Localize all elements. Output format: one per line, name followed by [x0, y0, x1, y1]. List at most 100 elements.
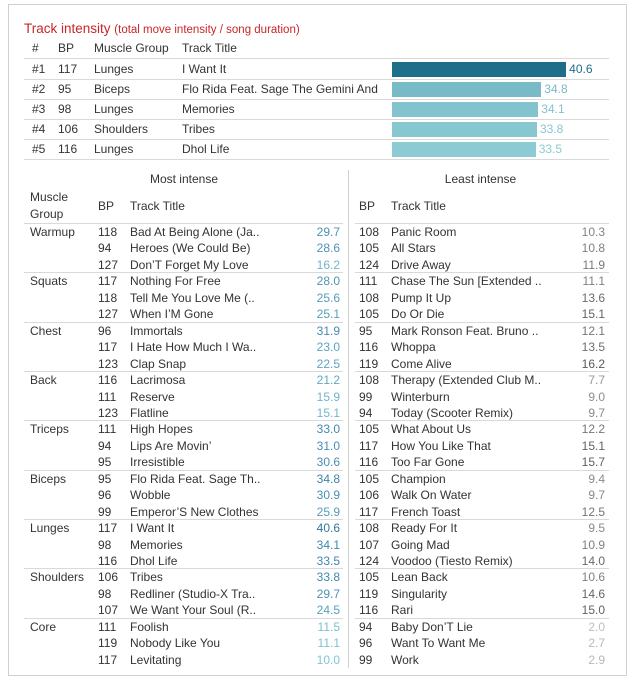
intensity: 15.9 — [316, 389, 340, 404]
intensity: 9.7 — [588, 488, 605, 503]
track-title: Singularity — [391, 586, 448, 601]
intensity: 25.9 — [316, 504, 340, 519]
group-rule — [355, 617, 609, 619]
column-header: Track Title — [182, 41, 237, 55]
panel-title: Least intense — [444, 172, 517, 186]
track-title: Panic Room — [391, 225, 457, 239]
cell: 117 — [58, 62, 78, 76]
bp: 119 — [359, 586, 379, 601]
intensity: 12.2 — [581, 422, 605, 437]
group-name: Chest — [30, 323, 62, 338]
track-title: Clap Snap — [130, 356, 187, 371]
bp: 99 — [359, 652, 373, 667]
cell: Tribes — [182, 122, 215, 136]
intensity: 28.6 — [316, 241, 340, 256]
track-title: Voodoo (Tiesto Remix) — [391, 554, 513, 568]
cell: Memories — [182, 102, 235, 116]
track-title: Lacrimosa — [130, 373, 186, 388]
bp: 94 — [359, 405, 373, 420]
track-title: What About Us — [391, 422, 472, 437]
bp: 108 — [359, 290, 380, 305]
track-title: Emperor’S New Clothes — [130, 504, 259, 519]
intensity: 31.0 — [316, 438, 340, 453]
bar-value: 40.6 — [569, 62, 593, 76]
bp: 111 — [98, 389, 117, 404]
bp: 105 — [359, 307, 380, 322]
track-title: Lean Back — [391, 570, 448, 585]
cell: I Want It — [182, 62, 227, 76]
group-rule — [24, 272, 343, 274]
intensity: 25.6 — [316, 290, 340, 305]
group-name: Squats — [30, 274, 68, 289]
row-rule — [24, 99, 609, 100]
track-title: Pump It Up — [391, 290, 452, 305]
intensity: 24.5 — [316, 603, 340, 618]
intensity: 11.1 — [582, 274, 605, 289]
track-title: Chase The Sun [Extended .. — [391, 274, 542, 289]
intensity: 2.0 — [588, 619, 605, 634]
bp: 117 — [359, 504, 379, 519]
intensity: 30.9 — [316, 488, 340, 503]
cell: 98 — [58, 102, 72, 116]
bp: 116 — [359, 603, 379, 618]
bar — [392, 122, 537, 137]
bp: 116 — [98, 373, 118, 388]
intensity: 10.8 — [581, 241, 605, 256]
bp: 119 — [98, 636, 118, 651]
bp: 116 — [359, 340, 379, 355]
track-title: Nothing For Free — [130, 274, 221, 289]
group-name: Shoulders — [30, 570, 85, 585]
bp: 96 — [98, 488, 112, 503]
intensity: 29.7 — [316, 225, 340, 239]
intensity: 2.9 — [588, 652, 605, 667]
track-title: Too Far Gone — [391, 455, 465, 470]
header-rule — [24, 58, 609, 59]
group-rule — [355, 321, 609, 323]
group-rule — [355, 272, 609, 274]
frame — [8, 4, 627, 676]
cell: Lunges — [94, 62, 134, 76]
intensity: 16.2 — [581, 356, 605, 371]
bp: 117 — [98, 274, 118, 289]
intensity: 9.0 — [588, 389, 605, 404]
group-rule — [355, 223, 609, 224]
bp: 95 — [98, 471, 112, 486]
bp: 118 — [98, 290, 118, 305]
group-rule — [355, 568, 609, 570]
bp: 124 — [359, 257, 380, 272]
group-name: Warmup — [30, 225, 75, 239]
cell: 116 — [58, 142, 78, 156]
track-title: Today (Scooter Remix) — [391, 405, 514, 420]
bp: 94 — [98, 438, 112, 453]
group-name: Back — [30, 373, 57, 388]
cell: Flo Rida Feat. Sage The Gemini And ... — [182, 82, 382, 96]
bp: 105 — [359, 241, 380, 256]
bp: 107 — [359, 537, 380, 552]
intensity: 21.2 — [316, 373, 340, 388]
track-title: Dhol Life — [130, 554, 178, 568]
track-title: Want To Want Me — [391, 636, 486, 651]
intensity: 10.6 — [581, 570, 605, 585]
cell: #1 — [32, 62, 46, 76]
bp: 96 — [98, 323, 112, 338]
track-title: We Want Your Soul (R.. — [130, 603, 257, 618]
intensity: 13.5 — [581, 340, 605, 355]
intensity: 12.1 — [581, 323, 605, 338]
bp: 99 — [98, 504, 112, 519]
track-title: Therapy (Extended Club M.. — [391, 373, 542, 388]
column-header: BP — [98, 199, 115, 213]
cell: #4 — [32, 122, 46, 136]
track-title: All Stars — [391, 241, 436, 256]
intensity: 11.5 — [317, 619, 340, 634]
intensity: 15.0 — [581, 603, 605, 618]
track-title: High Hopes — [130, 422, 193, 437]
bar — [392, 102, 539, 117]
group-rule — [24, 321, 343, 323]
intensity: 11.9 — [582, 257, 605, 272]
bp: 108 — [359, 373, 380, 388]
intensity: 15.1 — [581, 438, 605, 453]
row-rule — [24, 119, 609, 120]
track-title: Immortals — [130, 323, 183, 338]
intensity: 15.1 — [316, 405, 340, 420]
